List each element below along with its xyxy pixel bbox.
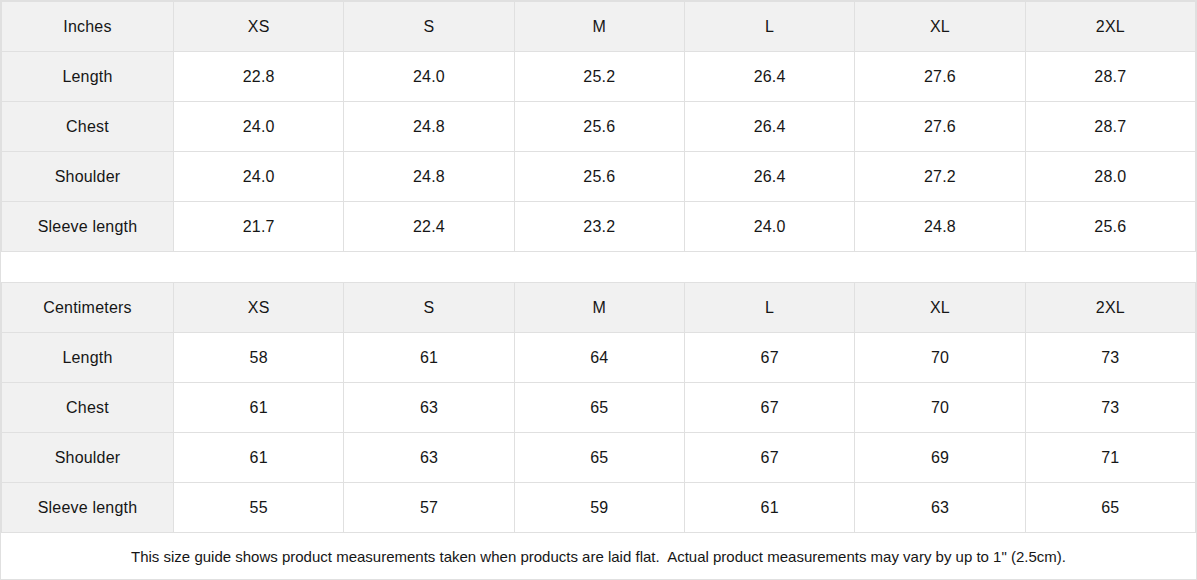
value-cell: 24.8 (344, 102, 514, 152)
value-cell: 23.2 (514, 202, 684, 252)
table-row: Sleeve length 55 57 59 61 63 65 (2, 483, 1196, 533)
inches-header-row: Inches XS S M L XL 2XL (2, 2, 1196, 52)
value-cell: 22.8 (174, 52, 344, 102)
unit-header: Centimeters (2, 283, 174, 333)
centimeters-table: Centimeters XS S M L XL 2XL Length 58 61… (1, 282, 1196, 533)
value-cell: 70 (855, 333, 1025, 383)
value-cell: 25.6 (1025, 202, 1195, 252)
value-cell: 61 (174, 383, 344, 433)
value-cell: 24.0 (344, 52, 514, 102)
value-cell: 27.6 (855, 52, 1025, 102)
value-cell: 61 (174, 433, 344, 483)
value-cell: 70 (855, 383, 1025, 433)
row-label: Sleeve length (2, 202, 174, 252)
value-cell: 24.0 (174, 102, 344, 152)
value-cell: 57 (344, 483, 514, 533)
centimeters-header-row: Centimeters XS S M L XL 2XL (2, 283, 1196, 333)
value-cell: 69 (855, 433, 1025, 483)
value-cell: 64 (514, 333, 684, 383)
value-cell: 24.8 (855, 202, 1025, 252)
value-cell: 71 (1025, 433, 1195, 483)
row-label: Length (2, 333, 174, 383)
size-header: L (684, 2, 854, 52)
value-cell: 28.0 (1025, 152, 1195, 202)
value-cell: 61 (684, 483, 854, 533)
value-cell: 73 (1025, 383, 1195, 433)
size-header: L (684, 283, 854, 333)
size-header: S (344, 283, 514, 333)
size-header: XS (174, 2, 344, 52)
value-cell: 28.7 (1025, 52, 1195, 102)
measurement-disclaimer: This size guide shows product measuremen… (1, 533, 1196, 579)
section-spacer (1, 252, 1196, 282)
value-cell: 61 (344, 333, 514, 383)
value-cell: 24.8 (344, 152, 514, 202)
row-label: Chest (2, 383, 174, 433)
unit-header: Inches (2, 2, 174, 52)
table-row: Chest 61 63 65 67 70 73 (2, 383, 1196, 433)
table-row: Shoulder 24.0 24.8 25.6 26.4 27.2 28.0 (2, 152, 1196, 202)
value-cell: 21.7 (174, 202, 344, 252)
size-header: XS (174, 283, 344, 333)
row-label: Chest (2, 102, 174, 152)
value-cell: 24.0 (684, 202, 854, 252)
row-label: Length (2, 52, 174, 102)
inches-table: Inches XS S M L XL 2XL Length 22.8 24.0 … (1, 1, 1196, 252)
row-label: Shoulder (2, 152, 174, 202)
table-row: Sleeve length 21.7 22.4 23.2 24.0 24.8 2… (2, 202, 1196, 252)
value-cell: 27.6 (855, 102, 1025, 152)
value-cell: 63 (344, 383, 514, 433)
value-cell: 25.2 (514, 52, 684, 102)
value-cell: 58 (174, 333, 344, 383)
table-row: Length 22.8 24.0 25.2 26.4 27.6 28.7 (2, 52, 1196, 102)
table-row: Shoulder 61 63 65 67 69 71 (2, 433, 1196, 483)
size-header: S (344, 2, 514, 52)
size-header: M (514, 283, 684, 333)
size-guide: Inches XS S M L XL 2XL Length 22.8 24.0 … (0, 0, 1197, 580)
value-cell: 24.0 (174, 152, 344, 202)
size-header: 2XL (1025, 283, 1195, 333)
size-header: 2XL (1025, 2, 1195, 52)
value-cell: 63 (344, 433, 514, 483)
row-label: Sleeve length (2, 483, 174, 533)
value-cell: 65 (1025, 483, 1195, 533)
value-cell: 67 (684, 383, 854, 433)
size-header: XL (855, 283, 1025, 333)
value-cell: 73 (1025, 333, 1195, 383)
value-cell: 67 (684, 433, 854, 483)
table-row: Chest 24.0 24.8 25.6 26.4 27.6 28.7 (2, 102, 1196, 152)
size-header: XL (855, 2, 1025, 52)
table-row: Length 58 61 64 67 70 73 (2, 333, 1196, 383)
value-cell: 28.7 (1025, 102, 1195, 152)
value-cell: 22.4 (344, 202, 514, 252)
value-cell: 65 (514, 383, 684, 433)
value-cell: 26.4 (684, 52, 854, 102)
value-cell: 63 (855, 483, 1025, 533)
size-header: M (514, 2, 684, 52)
value-cell: 25.6 (514, 152, 684, 202)
value-cell: 26.4 (684, 152, 854, 202)
value-cell: 59 (514, 483, 684, 533)
value-cell: 26.4 (684, 102, 854, 152)
value-cell: 25.6 (514, 102, 684, 152)
value-cell: 65 (514, 433, 684, 483)
value-cell: 67 (684, 333, 854, 383)
value-cell: 27.2 (855, 152, 1025, 202)
row-label: Shoulder (2, 433, 174, 483)
value-cell: 55 (174, 483, 344, 533)
